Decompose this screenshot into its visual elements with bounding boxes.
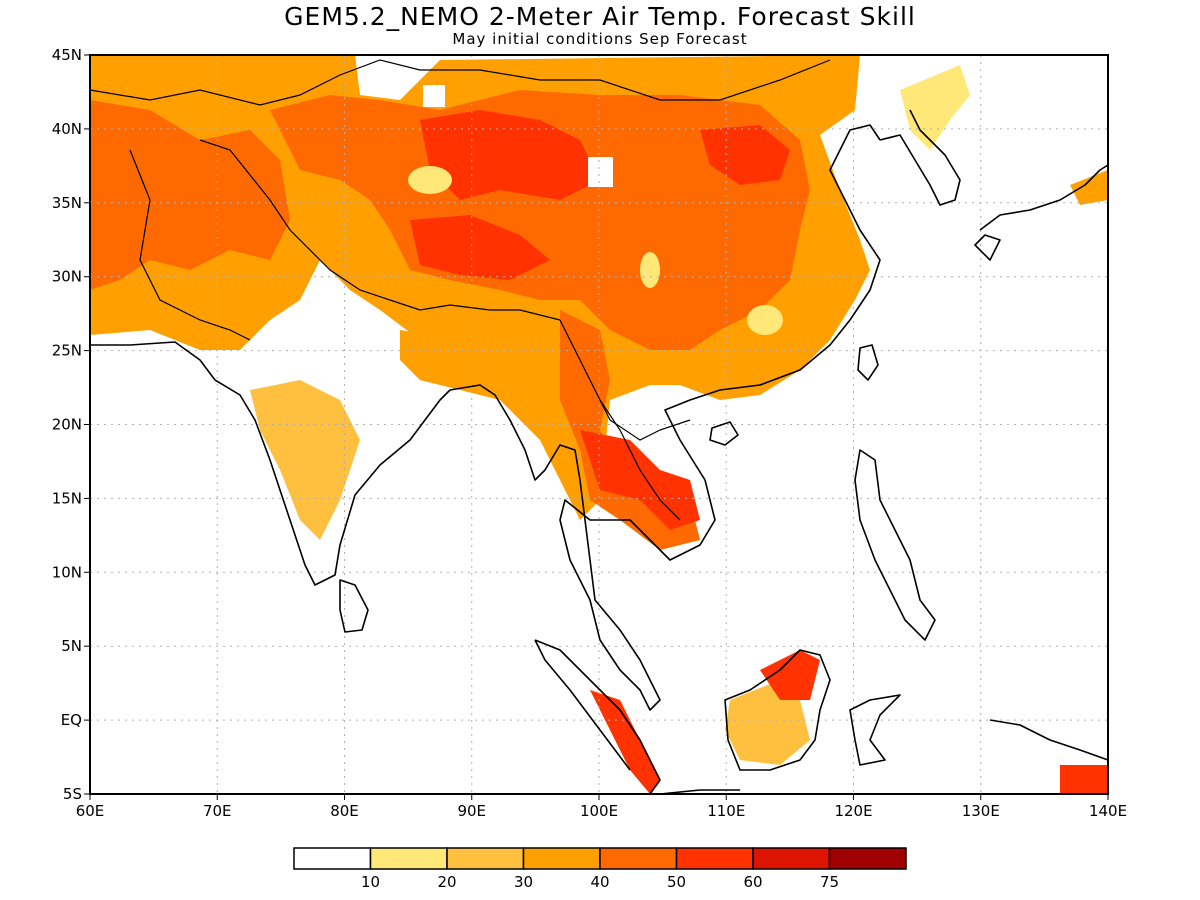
coast-japan-south	[974, 234, 1001, 261]
skill-region-bangladesh	[400, 330, 520, 400]
skill-region-tibet	[270, 90, 810, 350]
skill-region-png	[1060, 765, 1108, 794]
colorbar-label: 30	[514, 873, 533, 891]
skill-patch-low-1	[408, 166, 452, 194]
coast-sulawesi	[849, 694, 901, 766]
skill-patch-low-2	[747, 305, 783, 335]
skill-region-borneo-north	[760, 650, 820, 700]
border-3	[129, 149, 251, 341]
skill-shading	[90, 55, 1108, 794]
skill-region-core	[420, 110, 600, 200]
skill-region-east-core	[700, 125, 790, 185]
coast-hainan	[709, 421, 739, 446]
coast-borneo	[724, 649, 831, 771]
lon-label: 90E	[457, 802, 486, 820]
skill-region-sumatra	[590, 690, 660, 794]
border-4	[559, 319, 691, 441]
lat-label: 40N	[52, 120, 82, 138]
colorbar-swatch	[446, 847, 525, 870]
lon-label: 60E	[76, 802, 105, 820]
border-5	[599, 399, 681, 521]
coast-srilanka	[339, 579, 369, 633]
lat-label: EQ	[61, 711, 82, 729]
map-subtitle: May initial conditions Sep Forecast	[452, 30, 748, 48]
coast-indochina	[449, 124, 881, 711]
lon-label: 70E	[203, 802, 232, 820]
lon-label: 100E	[580, 802, 618, 820]
coast-sumatra	[534, 639, 661, 794]
skill-patch-missing-2	[588, 157, 613, 187]
colorbar-swatch	[369, 847, 448, 870]
colorbar-label: 75	[820, 873, 839, 891]
lat-label: 20N	[52, 416, 82, 434]
skill-region-japan	[1070, 170, 1108, 205]
skill-region-korea	[900, 65, 970, 150]
lon-label: 80E	[330, 802, 359, 820]
lat-label: 25N	[52, 342, 82, 360]
lon-label: 120E	[834, 802, 872, 820]
coastlines	[90, 109, 1108, 794]
colorbar-swatch	[599, 847, 678, 870]
colorbar-label: 10	[361, 873, 380, 891]
latitude-labels: 45N 40N 35N 30N 25N 20N 15N 10N 5N EQ 5S	[52, 46, 82, 803]
lon-label: 140E	[1089, 802, 1127, 820]
lon-label: 130E	[962, 802, 1000, 820]
colorbar-swatch	[522, 847, 601, 870]
skill-region-indochina	[580, 430, 700, 530]
lon-label: 110E	[707, 802, 745, 820]
colorbar-label: 20	[437, 873, 456, 891]
skill-patch-low-3	[640, 252, 660, 288]
colorbar-label: 50	[667, 873, 686, 891]
coast-newguinea	[989, 719, 1108, 761]
skill-region-india	[250, 380, 360, 540]
lat-label: 35N	[52, 194, 82, 212]
skill-region-west	[90, 100, 290, 290]
border-1	[90, 59, 831, 106]
colorbar-label: 60	[743, 873, 762, 891]
coast-japan	[979, 164, 1108, 231]
coast-china-north	[879, 109, 961, 206]
skill-region-borneo	[725, 680, 810, 765]
coast-india	[90, 341, 451, 586]
coast-java	[659, 789, 740, 794]
country-borders	[90, 59, 831, 521]
colorbar: 10 20 30 40 50 60 75	[293, 847, 907, 891]
colorbar-swatch	[752, 847, 831, 870]
lat-label: 10N	[52, 563, 82, 581]
coast-taiwan	[857, 344, 879, 381]
longitude-labels: 60E 70E 80E 90E 100E 110E 120E 130E 140E	[76, 802, 1127, 820]
skill-region-core-2	[410, 215, 550, 280]
axis-ticks	[84, 54, 1109, 800]
map-title: GEM5.2_NEMO 2-Meter Air Temp. Forecast S…	[284, 2, 916, 31]
coast-philippines	[854, 449, 936, 641]
graticule	[90, 55, 1108, 794]
border-2	[199, 139, 561, 321]
lat-label: 15N	[52, 489, 82, 507]
lat-label: 30N	[52, 268, 82, 286]
skill-patch-missing-1	[423, 85, 445, 107]
colorbar-swatch	[293, 847, 372, 870]
colorbar-swatch	[675, 847, 754, 870]
colorbar-swatch	[828, 847, 907, 870]
lat-label: 45N	[52, 46, 82, 64]
lat-label: 5N	[61, 637, 82, 655]
colorbar-label: 40	[590, 873, 609, 891]
lat-label: 5S	[63, 785, 82, 803]
